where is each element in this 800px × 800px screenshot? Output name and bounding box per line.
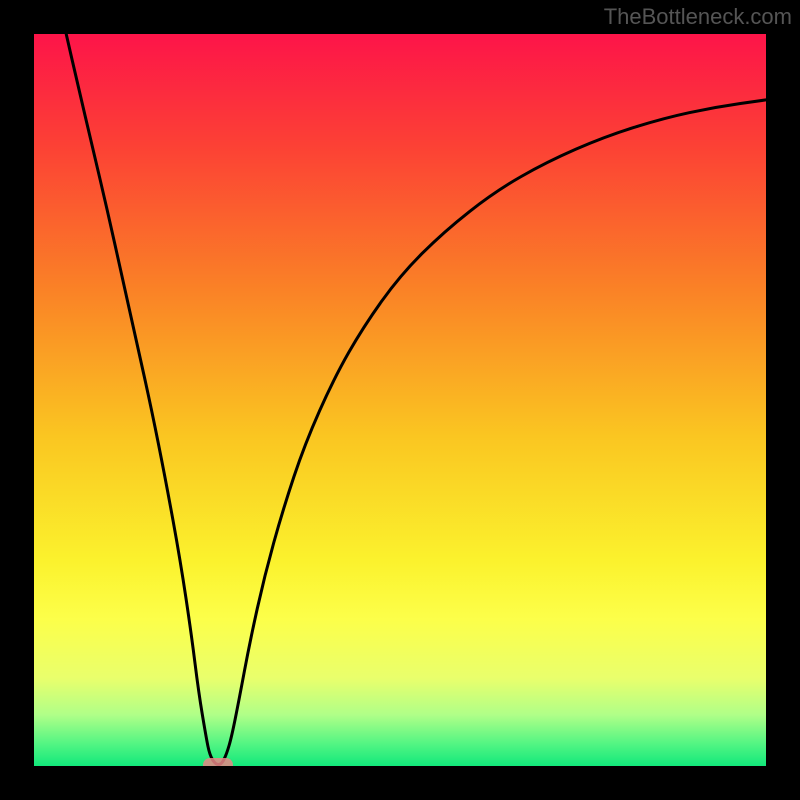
curve-svg xyxy=(34,34,766,766)
watermark-text: TheBottleneck.com xyxy=(604,4,792,30)
plot-area xyxy=(34,34,766,766)
frame-left xyxy=(0,0,34,800)
dip-marker xyxy=(203,758,233,766)
chart-container: TheBottleneck.com xyxy=(0,0,800,800)
frame-bottom xyxy=(0,766,800,800)
frame-right xyxy=(766,0,800,800)
bottleneck-curve xyxy=(66,34,766,765)
